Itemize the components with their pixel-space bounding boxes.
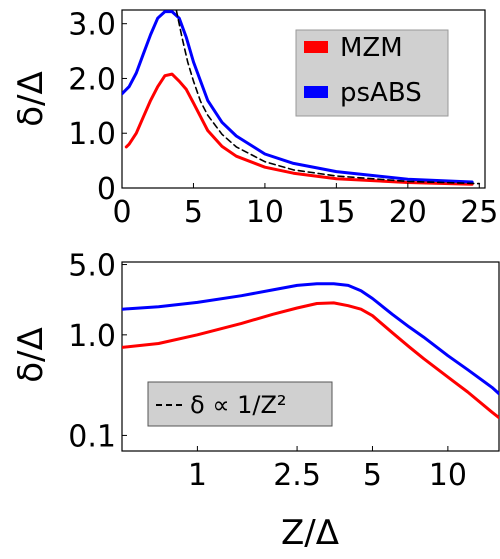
top-y-tick-label: 0 bbox=[97, 172, 116, 207]
bottom-x-tick-label: 2.5 bbox=[273, 458, 321, 493]
top-series-mzm-line bbox=[124, 72, 474, 186]
legend-label-mzm: MZM bbox=[340, 33, 403, 63]
top-plot-series bbox=[122, 10, 481, 186]
bottom-x-axis-label: Z/Δ bbox=[281, 513, 339, 553]
legend-label-power-law: δ ∝ 1/Z² bbox=[190, 391, 287, 419]
top-y-tick-label: 1.0 bbox=[68, 117, 116, 152]
top-x-tick-label: 10 bbox=[246, 195, 284, 230]
top-y-tick-label: 3.0 bbox=[68, 8, 116, 43]
legend-label-psabs: psABS bbox=[340, 78, 422, 108]
bottom-plot-ticks: 1 2.5 5 10 0.1 1.0 5.0 bbox=[68, 249, 467, 493]
bottom-plot-series bbox=[122, 282, 499, 420]
top-x-tick-label: 25 bbox=[460, 195, 498, 230]
top-x-tick-label: 20 bbox=[389, 195, 427, 230]
top-x-tick-label: 5 bbox=[184, 195, 203, 230]
legend-swatch-psabs bbox=[304, 86, 328, 98]
top-x-tick-label: 0 bbox=[112, 195, 131, 230]
bottom-y-tick-label: 0.1 bbox=[68, 419, 116, 454]
top-y-axis-label: δ/Δ bbox=[11, 71, 51, 127]
top-series-psabs-line bbox=[122, 10, 474, 184]
bottom-x-tick-label: 10 bbox=[429, 458, 467, 493]
bottom-y-tick-label: 5.0 bbox=[68, 249, 116, 284]
bottom-series-psabs-line bbox=[122, 282, 499, 396]
bottom-x-tick-label: 5 bbox=[363, 458, 382, 493]
bottom-series-mzm-line bbox=[122, 301, 499, 420]
top-panel: 0 5 10 15 20 25 0 1.0 2.0 3.0 δ/Δ MZM psABS bbox=[11, 8, 498, 230]
bottom-x-tick-label: 1 bbox=[188, 458, 207, 493]
legend-swatch-mzm bbox=[304, 41, 328, 53]
top-y-tick-label: 2.0 bbox=[68, 62, 116, 97]
bottom-legend: δ ∝ 1/Z² bbox=[147, 381, 333, 427]
bottom-panel: 1 2.5 5 10 0.1 1.0 5.0 δ/Δ Z/Δ δ ∝ 1/Z² bbox=[11, 249, 500, 553]
top-x-tick-label: 15 bbox=[317, 195, 355, 230]
bottom-y-axis-label: δ/Δ bbox=[11, 327, 51, 383]
top-series-power-law-fit-line bbox=[175, 10, 481, 185]
top-legend: MZM psABS bbox=[295, 29, 449, 117]
top-plot-ticks: 0 5 10 15 20 25 0 1.0 2.0 3.0 bbox=[68, 8, 498, 230]
bottom-y-tick-label: 1.0 bbox=[68, 319, 116, 354]
